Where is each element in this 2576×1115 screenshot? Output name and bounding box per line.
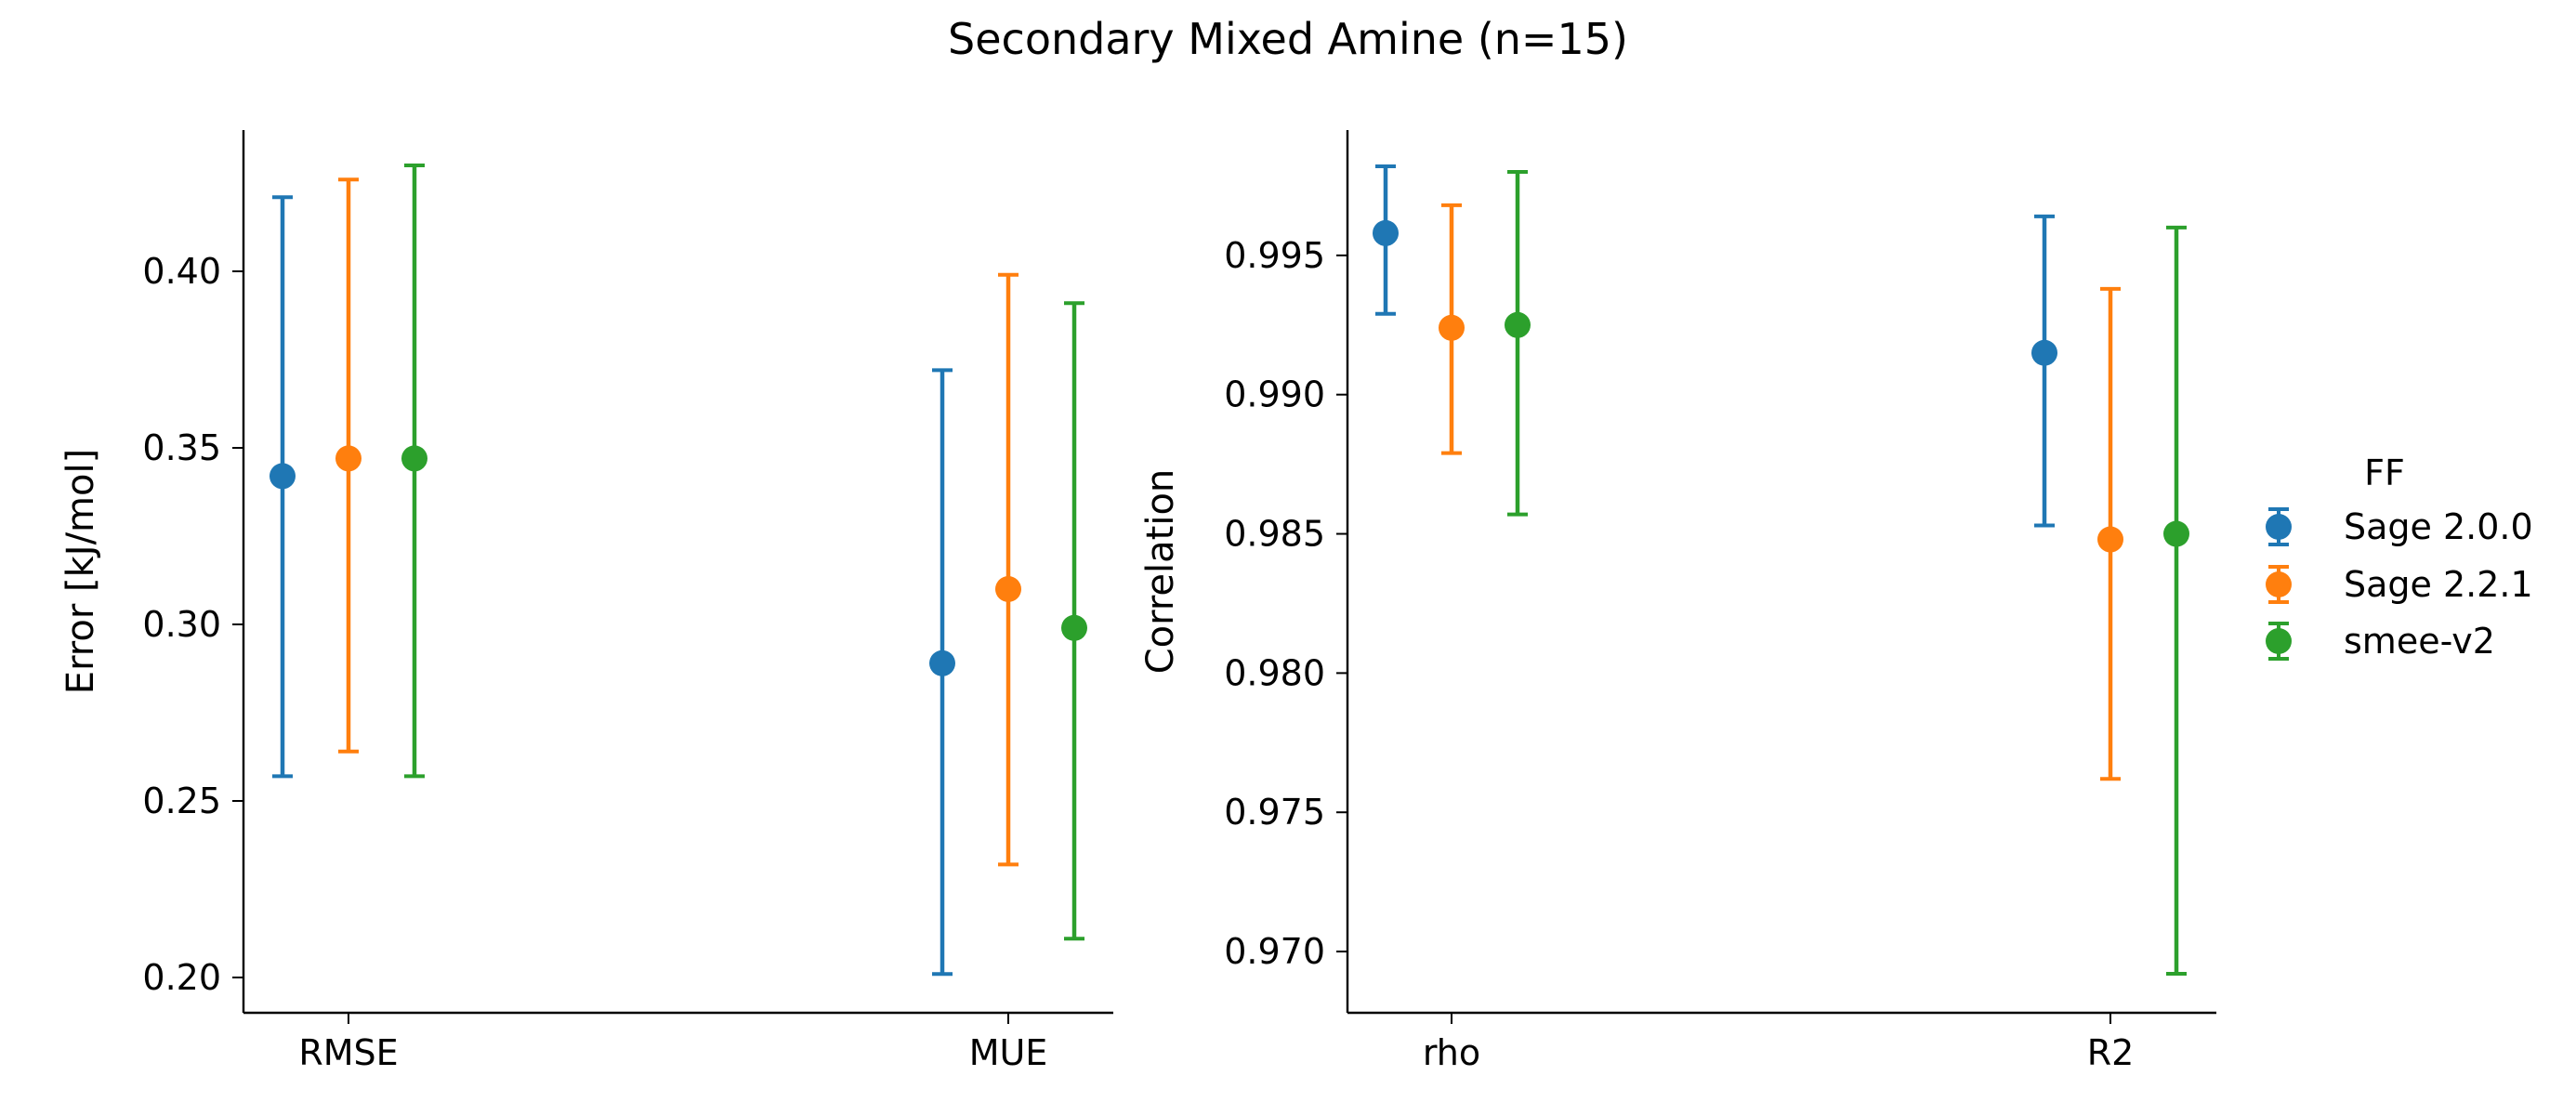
legend-item: smee-v2 [2266,621,2495,662]
legend-marker-point [2266,571,2292,597]
series-smee-v2 [1505,169,2189,977]
data-point [1061,614,1087,641]
y-tick-label: 0.975 [1224,792,1325,833]
data-point [269,463,296,490]
legend-label: Sage 2.2.1 [2344,564,2533,605]
legend-item: Sage 2.0.0 [2266,506,2533,547]
y-tick-label: 0.40 [142,251,221,292]
data-point [401,445,427,472]
legend: FF Sage 2.0.0 Sage 2.2.1 smee-v2 [2266,453,2533,662]
figure-title: Secondary Mixed Amine (n=15) [948,14,1628,64]
y-tick-label: 0.25 [142,780,221,821]
series-sage-2-2-1 [335,177,1021,867]
legend-marker-point [2266,514,2292,540]
series-sage-2-0-0 [1373,164,2057,528]
y-tick-label: 0.970 [1224,931,1325,972]
y-axis-label: Error [kJ/mol] [59,449,102,694]
error-panel: 0.20 0.25 0.30 0.35 0.40 RMSE MUE Error [kJ/mol… [59,130,1113,1073]
x-tick-label-rho: rho [1423,1032,1480,1073]
data-point [929,649,955,676]
series-sage-2-2-1 [1439,203,2123,781]
y-tick-label: 0.20 [142,957,221,998]
series-smee-v2 [401,164,1087,941]
correlation-panel: 0.970 0.975 0.980 0.985 0.990 0.995 rho R2 Corre… [1139,130,2216,1073]
data-point [2031,339,2057,366]
y-tick-label: 0.30 [142,604,221,645]
x-tick-label-r2: R2 [2087,1032,2135,1073]
y-tick-label: 0.980 [1224,652,1325,693]
series-sage-2-0-0 [269,195,955,977]
y-tick-label: 0.995 [1224,235,1325,276]
y-tick-label: 0.990 [1224,374,1325,415]
data-point [2097,526,2123,553]
data-point [995,576,1021,602]
legend-marker-point [2266,628,2292,654]
x-tick-label-rmse: RMSE [298,1032,398,1073]
y-axis-label: Correlation [1139,469,1182,675]
y-tick-label: 0.35 [142,427,221,468]
data-point [335,445,361,472]
legend-label: smee-v2 [2344,621,2495,662]
data-point [1505,311,1531,338]
legend-label: Sage 2.0.0 [2344,506,2533,547]
data-point [2163,520,2189,547]
data-point [1373,219,1399,246]
legend-item: Sage 2.2.1 [2266,564,2533,605]
legend-title: FF [2364,453,2405,493]
y-tick-label: 0.985 [1224,514,1325,555]
x-tick-label-mue: MUE [969,1032,1048,1073]
data-point [1439,314,1465,341]
